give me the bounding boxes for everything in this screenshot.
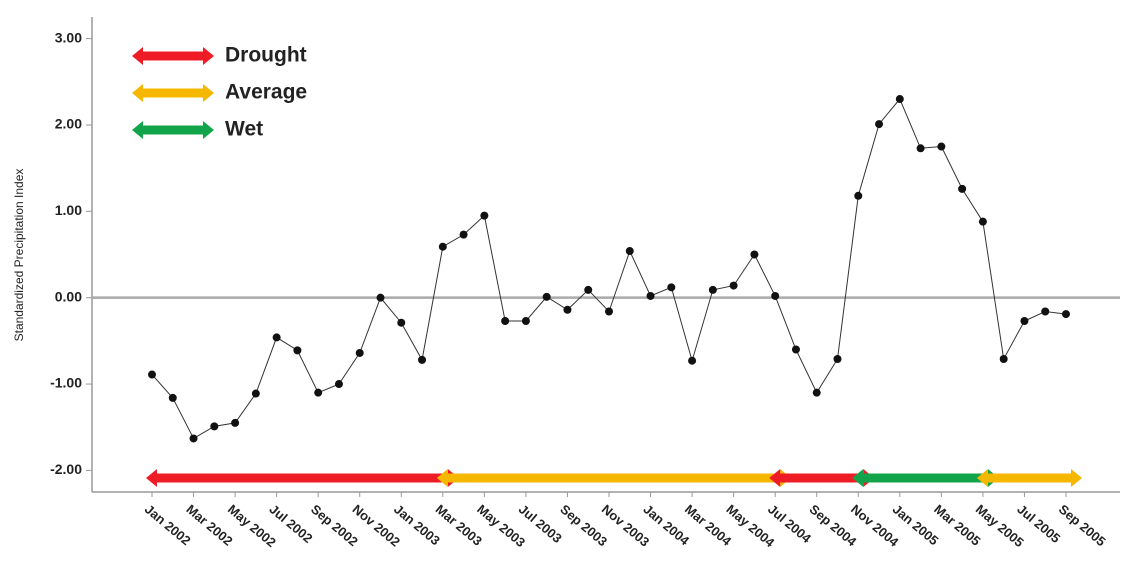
data-point bbox=[314, 388, 323, 397]
data-point bbox=[833, 355, 842, 363]
data-point bbox=[999, 355, 1008, 363]
data-point bbox=[397, 318, 406, 327]
legend-label: Average bbox=[225, 81, 307, 104]
data-point bbox=[231, 418, 240, 427]
data-point bbox=[376, 293, 385, 302]
data-point bbox=[771, 291, 780, 300]
data-point bbox=[854, 191, 863, 200]
data-point bbox=[895, 95, 904, 104]
data-point bbox=[625, 247, 634, 256]
data-point bbox=[978, 217, 987, 226]
data-point bbox=[791, 345, 800, 354]
data-point bbox=[667, 283, 676, 292]
data-point bbox=[958, 184, 967, 193]
data-point bbox=[293, 346, 302, 355]
y-tick-label: 1.00 bbox=[55, 202, 82, 218]
data-point bbox=[729, 281, 738, 290]
data-point bbox=[605, 307, 613, 316]
data-point bbox=[563, 305, 572, 314]
legend-swatch bbox=[132, 84, 214, 102]
x-tick-label: Sep 2005 bbox=[1056, 501, 1109, 549]
data-point bbox=[812, 388, 821, 397]
data-point bbox=[168, 393, 177, 402]
data-point bbox=[189, 434, 198, 443]
data-point bbox=[210, 422, 219, 431]
data-point bbox=[688, 356, 697, 365]
legend-label: Drought bbox=[225, 44, 307, 67]
y-tick-label: -1.00 bbox=[50, 375, 82, 391]
data-point bbox=[438, 242, 447, 251]
data-point bbox=[521, 317, 530, 325]
data-line bbox=[151, 98, 1067, 440]
data-point bbox=[584, 285, 593, 294]
y-axis-label: Standardized Precipitation Index bbox=[12, 169, 26, 342]
data-point bbox=[334, 380, 343, 389]
data-point bbox=[272, 333, 281, 342]
data-point bbox=[1062, 310, 1070, 319]
data-point bbox=[937, 142, 946, 151]
data-point bbox=[646, 291, 655, 300]
data-point bbox=[875, 120, 884, 129]
data-point bbox=[355, 348, 364, 357]
period-arrow bbox=[769, 469, 875, 487]
y-tick-label: -2.00 bbox=[50, 461, 82, 477]
data-point bbox=[542, 292, 551, 301]
data-point bbox=[708, 285, 717, 294]
data-point bbox=[418, 355, 427, 364]
y-tick-label: 3.00 bbox=[55, 29, 82, 45]
data-point bbox=[251, 389, 260, 398]
y-tick-label: 2.00 bbox=[55, 116, 82, 132]
data-point bbox=[750, 250, 759, 259]
data-point bbox=[148, 370, 156, 379]
legend-swatch bbox=[132, 121, 214, 139]
y-tick-label: 0.00 bbox=[55, 288, 82, 304]
legend-label: Wet bbox=[225, 118, 263, 141]
period-arrow bbox=[976, 469, 1082, 487]
x-tick-label: Jan 2002 bbox=[142, 501, 194, 548]
data-point bbox=[459, 230, 468, 239]
data-point bbox=[501, 317, 510, 325]
data-point bbox=[1020, 317, 1029, 325]
period-arrow bbox=[146, 469, 459, 487]
period-arrow bbox=[436, 469, 792, 487]
period-arrow bbox=[852, 469, 999, 487]
data-point bbox=[480, 211, 489, 220]
legend-swatch bbox=[132, 47, 214, 65]
data-point bbox=[1041, 307, 1050, 316]
data-point bbox=[916, 144, 925, 153]
